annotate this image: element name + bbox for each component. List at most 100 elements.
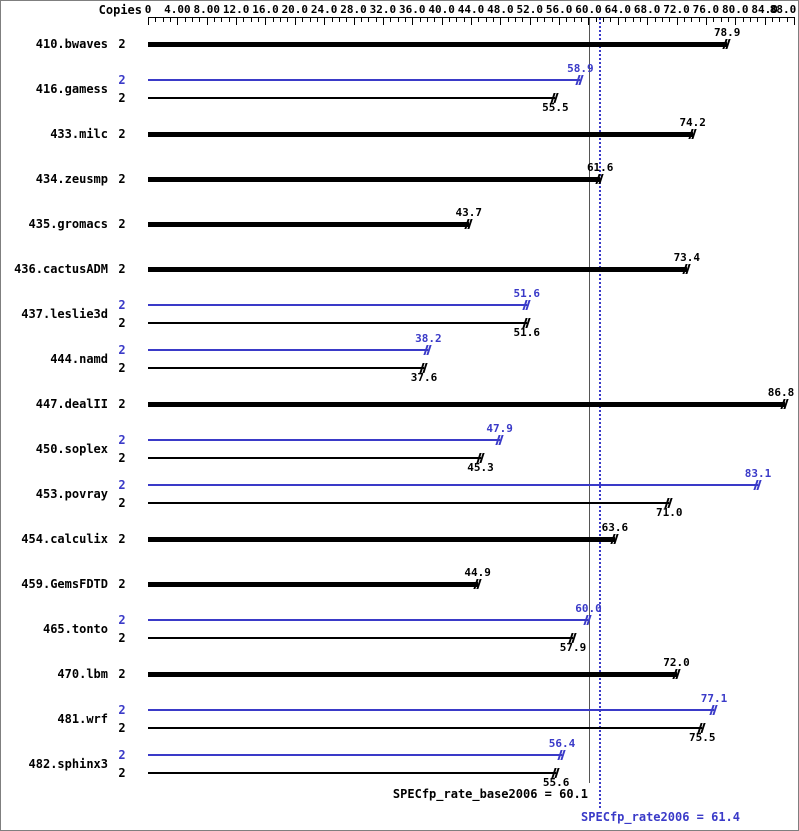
result-bar-base bbox=[148, 221, 469, 227]
axis-minor-tick bbox=[573, 18, 575, 22]
axis-minor-tick bbox=[603, 18, 605, 22]
axis-major-tick bbox=[471, 18, 472, 25]
axis-major-tick bbox=[500, 18, 502, 25]
axis-minor-tick bbox=[390, 18, 392, 22]
axis-tick-label: 32.0 bbox=[369, 3, 397, 16]
bar-end-marker bbox=[557, 750, 566, 760]
result-bar-base bbox=[148, 581, 478, 587]
axis-tick-label: 28.0 bbox=[340, 3, 367, 16]
axis-minor-tick bbox=[595, 18, 597, 22]
result-bar-base bbox=[148, 671, 677, 677]
axis-minor-tick bbox=[463, 18, 465, 22]
axis-minor-tick bbox=[309, 18, 311, 22]
bar-end-marker bbox=[722, 39, 731, 49]
bar-value-label: 61.6 bbox=[586, 161, 614, 174]
result-bar-base bbox=[148, 97, 556, 99]
axis-tick-label: 64.0 bbox=[604, 3, 632, 16]
bar-end-marker bbox=[472, 579, 482, 589]
copies-value: 2 bbox=[118, 748, 126, 762]
axis-major-tick bbox=[588, 18, 590, 25]
benchmark-label: 416.gamess bbox=[35, 82, 108, 96]
bar-value-label: 38.2 bbox=[415, 332, 442, 345]
axis-major-tick bbox=[705, 18, 707, 25]
copies-value: 2 bbox=[118, 217, 126, 231]
benchmark-label: 453.povray bbox=[35, 487, 108, 501]
bar-end-marker bbox=[671, 669, 681, 679]
axis-tick-label: 88.0 bbox=[769, 3, 797, 16]
bar-end-marker bbox=[780, 399, 789, 409]
axis-minor-tick bbox=[478, 18, 480, 22]
axis-minor-tick bbox=[551, 18, 553, 22]
axis-minor-tick bbox=[625, 18, 627, 22]
axis-minor-tick bbox=[581, 18, 583, 22]
axis-tick-label: 20.0 bbox=[281, 3, 309, 16]
bar-value-label: 55.5 bbox=[542, 101, 569, 114]
axis-minor-tick bbox=[742, 18, 744, 22]
axis-tick-label: 72.0 bbox=[663, 3, 690, 16]
copies-value: 2 bbox=[118, 172, 126, 186]
axis-minor-tick bbox=[749, 18, 751, 22]
result-bar-base bbox=[148, 727, 703, 729]
copies-value: 2 bbox=[118, 667, 126, 681]
axis-tick-label: 40.0 bbox=[428, 3, 455, 16]
benchmark-label: 437.leslie3d bbox=[21, 307, 108, 321]
axis-minor-tick bbox=[375, 18, 377, 22]
copies-value: 2 bbox=[118, 91, 126, 105]
bar-end-marker bbox=[595, 174, 604, 184]
axis-minor-tick bbox=[448, 18, 450, 22]
axis-major-tick bbox=[294, 18, 296, 25]
bar-value-label: 86.8 bbox=[767, 386, 795, 399]
bar-value-label: 74.2 bbox=[679, 116, 706, 129]
axis-minor-tick bbox=[170, 18, 172, 22]
benchmark-label: 459.GemsFDTD bbox=[21, 577, 108, 591]
bar-value-label: 58.9 bbox=[567, 62, 594, 75]
bar-value-label: 72.0 bbox=[663, 656, 690, 669]
benchmark-label: 454.calculix bbox=[21, 532, 108, 546]
axis-tick-label: 60.0 bbox=[575, 3, 602, 16]
copies-value: 2 bbox=[118, 433, 126, 447]
axis-minor-tick bbox=[786, 18, 788, 22]
axis-minor-tick bbox=[346, 18, 348, 22]
copies-column-header: Copies bbox=[98, 3, 142, 17]
axis-minor-tick bbox=[228, 18, 230, 22]
axis-tick-label: 44.0 bbox=[457, 3, 485, 16]
axis-major-tick bbox=[236, 18, 238, 25]
axis-tick-label: 0 bbox=[144, 3, 152, 16]
axis-major-tick bbox=[735, 18, 737, 25]
axis-minor-tick bbox=[639, 18, 641, 22]
specfp-rate-base2006-summary: SPECfp_rate_base2006 = 60.1 bbox=[392, 787, 588, 801]
specfp-rate2006-summary: SPECfp_rate2006 = 61.4 bbox=[581, 810, 740, 824]
axis-major-tick bbox=[265, 18, 267, 25]
axis-minor-tick bbox=[155, 18, 157, 22]
axis-minor-tick bbox=[720, 18, 722, 22]
axis-minor-tick bbox=[302, 18, 304, 22]
axis-minor-tick bbox=[192, 18, 194, 22]
axis-minor-tick bbox=[566, 18, 568, 22]
result-bar-peak bbox=[148, 754, 563, 756]
copies-value: 2 bbox=[118, 631, 126, 645]
axis-minor-tick bbox=[522, 18, 524, 22]
bar-end-marker bbox=[522, 300, 531, 310]
result-bar-peak bbox=[148, 484, 759, 486]
axis-tick-label: 56.0 bbox=[545, 3, 573, 16]
reference-line-peak bbox=[598, 18, 601, 808]
x-axis-line bbox=[148, 17, 795, 18]
axis-minor-tick bbox=[485, 18, 487, 22]
result-bar-base bbox=[148, 457, 481, 459]
result-bar-base bbox=[148, 131, 693, 137]
axis-minor-tick bbox=[280, 18, 282, 22]
result-bar-base bbox=[148, 502, 670, 504]
benchmark-label: 444.namd bbox=[50, 352, 108, 366]
copies-value: 2 bbox=[118, 703, 126, 717]
bar-value-label: 56.4 bbox=[548, 737, 576, 750]
result-bar-peak bbox=[148, 349, 429, 351]
result-bar-base bbox=[148, 772, 557, 774]
axis-minor-tick bbox=[771, 18, 773, 22]
result-bar-peak bbox=[148, 304, 527, 306]
axis-minor-tick bbox=[698, 18, 700, 22]
bar-value-label: 47.9 bbox=[486, 422, 513, 435]
axis-tick-label: 52.0 bbox=[516, 3, 543, 16]
bar-end-marker bbox=[583, 615, 593, 625]
benchmark-label: 447.dealII bbox=[35, 397, 108, 411]
